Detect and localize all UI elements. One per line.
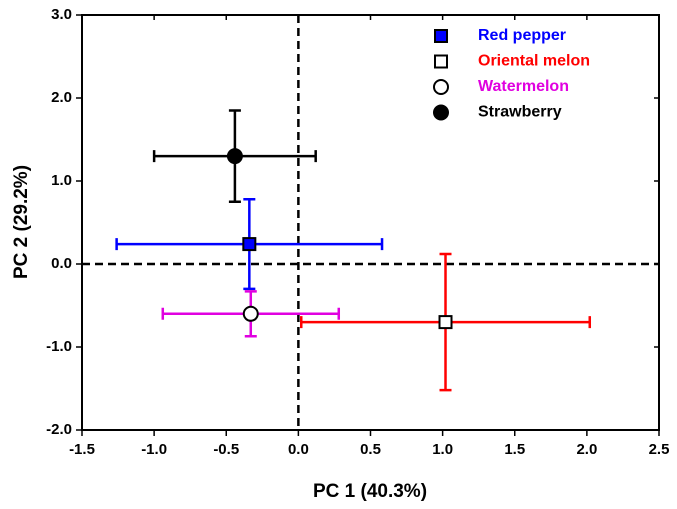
y-axis-title: PC 2 (29.2%): [11, 165, 32, 279]
y-tick-label: 3.0: [51, 6, 72, 23]
y-tick-label: 0.0: [51, 255, 72, 272]
y-tick-label: -2.0: [46, 421, 72, 438]
x-tick-label: 1.5: [504, 441, 525, 458]
x-tick-label: 2.0: [576, 441, 597, 458]
x-tick-label: -0.5: [213, 441, 239, 458]
legend-marker: [433, 104, 449, 121]
x-tick-label: 0.0: [288, 441, 309, 458]
x-tick-label: -1.0: [141, 441, 167, 458]
point: [242, 305, 259, 322]
legend-marker: [434, 29, 448, 43]
x-tick-label: 1.0: [432, 441, 453, 458]
legend-marker: [434, 54, 448, 69]
y-tick-label: 2.0: [51, 89, 72, 106]
point: [226, 148, 243, 165]
legend-label: Strawberry: [478, 104, 562, 121]
plot-frame: [81, 14, 660, 431]
legend-marker: [433, 79, 449, 95]
point: [438, 315, 453, 330]
legend-label: Oriental melon: [478, 53, 590, 70]
legend-label: Watermelon: [478, 78, 569, 95]
x-tick-label: -1.5: [69, 441, 95, 458]
point: [242, 237, 257, 252]
y-tick-label: 1.0: [51, 172, 72, 189]
x-tick-label: 2.5: [649, 441, 670, 458]
y-tick-label: -1.0: [46, 338, 72, 355]
x-tick-label: 0.5: [360, 441, 381, 458]
x-axis-title: PC 1 (40.3%): [313, 481, 427, 502]
legend-label: Red pepper: [478, 27, 566, 44]
